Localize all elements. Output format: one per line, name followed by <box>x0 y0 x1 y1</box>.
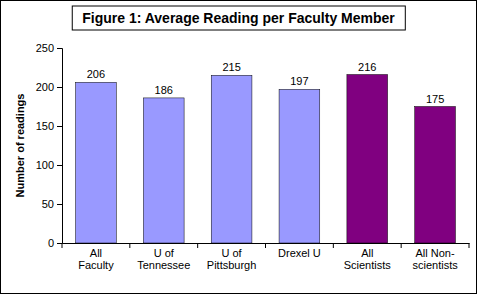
x-tick: All Non-scientists <box>412 247 458 272</box>
x-tick-label-line: scientists <box>412 259 458 271</box>
y-tick: 50 <box>42 198 62 210</box>
title-box <box>72 6 405 30</box>
x-category-ticks <box>62 243 469 248</box>
x-tick-label: U ofTennessee <box>137 247 190 272</box>
x-tick-label-line: Drexel U <box>278 247 321 259</box>
y-tick-mark <box>57 204 62 205</box>
x-tick: U ofTennessee <box>137 247 190 272</box>
y-axis: 0 50 100 150 200 250 <box>36 42 63 249</box>
data-labels: 206 186 215 197 216 175 <box>87 61 445 105</box>
data-label: 197 <box>290 75 308 87</box>
x-tick-label-line: Faculty <box>78 259 114 271</box>
data-label: 186 <box>155 84 173 96</box>
x-tick-label: AllFaculty <box>78 247 114 272</box>
y-tick-mark <box>57 165 62 166</box>
x-category-tick <box>401 243 402 248</box>
x-tick-label-line: Tennessee <box>137 259 190 271</box>
x-tick-label: Drexel U <box>278 247 321 259</box>
y-tick-label: 150 <box>36 120 54 132</box>
y-tick: 250 <box>36 42 62 54</box>
y-axis-title: Number of readings <box>14 94 26 198</box>
x-tick: AllScientists <box>344 247 392 272</box>
y-tick-label: 250 <box>36 42 54 54</box>
x-category-tick <box>265 243 266 248</box>
x-tick-label-line: Scientists <box>344 259 392 271</box>
data-label: 215 <box>222 61 240 73</box>
y-tick-mark <box>57 48 62 49</box>
x-category-tick <box>333 243 334 248</box>
bar <box>415 107 456 244</box>
x-tick-label-line: All Non- <box>416 247 455 259</box>
data-label: 206 <box>87 68 105 80</box>
x-tick-label-line: U of <box>221 247 242 259</box>
title-group: Figure 1: Average Reading per Faculty Me… <box>72 6 405 30</box>
x-tick: U ofPittsburgh <box>207 247 257 272</box>
x-tick-label: All Non-scientists <box>412 247 458 272</box>
y-tick-label: 100 <box>36 159 54 171</box>
x-tick-label-line: All <box>361 247 373 259</box>
y-tick-label: 0 <box>48 237 54 249</box>
x-category-tick <box>129 243 130 248</box>
y-tick-mark <box>57 87 62 88</box>
x-tick-label: U ofPittsburgh <box>207 247 257 272</box>
chart: Figure 1: Average Reading per Faculty Me… <box>0 0 477 294</box>
x-axis: AllFacultyU ofTennesseeU ofPittsburghDre… <box>63 244 470 272</box>
title: Figure 1: Average Reading per Faculty Me… <box>82 10 395 26</box>
x-tick-label-line: All <box>90 247 102 259</box>
x-tick-label-line: U of <box>154 247 175 259</box>
x-tick: AllFaculty <box>78 247 114 272</box>
y-axis-line <box>57 49 63 244</box>
y-tick-label: 50 <box>42 198 54 210</box>
data-label: 175 <box>426 93 444 105</box>
data-label: 216 <box>358 61 376 73</box>
bar <box>211 75 252 243</box>
x-category-tick <box>197 243 198 248</box>
y-tick-mark <box>57 243 62 244</box>
bar <box>347 75 388 243</box>
y-tick: 150 <box>36 120 62 132</box>
chart-frame <box>1 1 477 294</box>
y-tick: 100 <box>36 159 62 171</box>
x-tick-label-line: Pittsburgh <box>207 259 257 271</box>
y-tick: 0 <box>48 237 62 249</box>
x-tick: Drexel U <box>278 247 321 259</box>
y-tick: 200 <box>36 81 62 93</box>
x-category-tick <box>62 243 63 248</box>
bars <box>76 75 456 243</box>
bar <box>143 98 184 243</box>
x-tick-label: AllScientists <box>344 247 392 272</box>
bar <box>279 89 320 243</box>
x-category-tick <box>469 243 470 248</box>
bar <box>76 82 117 243</box>
y-tick-label: 200 <box>36 81 54 93</box>
y-tick-mark <box>57 126 62 127</box>
